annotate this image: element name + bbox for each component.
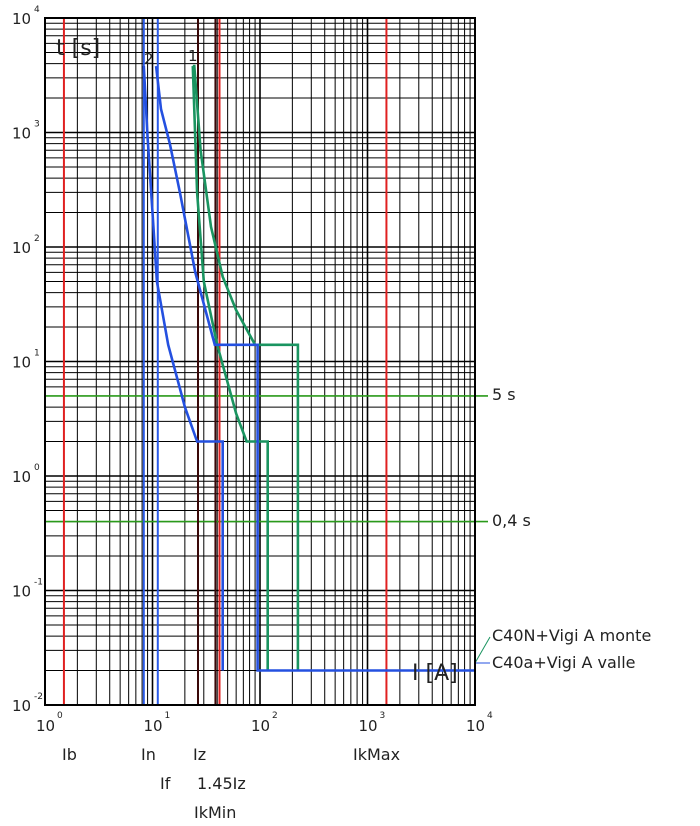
y-tick-label: 10 xyxy=(12,583,31,601)
current-label-ikmax: IkMax xyxy=(353,745,400,764)
current-label-if: If xyxy=(160,774,171,793)
current-label-in: In xyxy=(141,745,156,764)
x-tick-label: 10 xyxy=(466,717,485,735)
hline-label-04s: 0,4 s xyxy=(492,511,531,530)
vertical-reference-lines xyxy=(62,18,388,705)
y-tick-label: 10 xyxy=(12,125,31,143)
current-label-ikmin: IkMin xyxy=(194,803,236,822)
current-label-iz: Iz xyxy=(193,745,206,764)
x-tick-exponent: 4 xyxy=(487,711,493,721)
y-tick-exponent: 4 xyxy=(34,5,40,15)
y-tick-label: 10 xyxy=(12,239,31,257)
x-tick-label: 10 xyxy=(359,717,378,735)
y-tick-label: 10 xyxy=(12,10,31,28)
curve-label-1: 1 xyxy=(188,47,198,65)
series-curve1-inner xyxy=(191,66,270,671)
y-tick-exponent: 1 xyxy=(34,349,40,359)
plot-frame xyxy=(44,17,476,706)
legend-leader-monte xyxy=(474,636,491,664)
y-axis-title: t [s] xyxy=(56,36,100,61)
curves xyxy=(142,64,491,672)
x-axis-title: I [A] xyxy=(412,661,458,686)
current-label-145iz: 1.45Iz xyxy=(197,774,246,793)
plot-border xyxy=(44,17,476,706)
y-tick-exponent: 3 xyxy=(34,120,40,130)
y-tick-exponent: -1 xyxy=(34,578,43,588)
hline-label-5s: 5 s xyxy=(492,385,516,404)
y-tick-label: 10 xyxy=(12,468,31,486)
y-tick-exponent: -2 xyxy=(34,692,43,702)
x-tick-label: 10 xyxy=(36,717,55,735)
curve-label-2: 2 xyxy=(144,50,154,68)
y-tick-exponent: 2 xyxy=(34,234,40,244)
x-tick-exponent: 1 xyxy=(165,711,171,721)
x-tick-exponent: 0 xyxy=(57,711,63,721)
y-tick-exponent: 0 xyxy=(34,463,40,473)
current-label-ib: Ib xyxy=(62,745,77,764)
series-curve2-outer xyxy=(154,65,475,672)
x-tick-exponent: 2 xyxy=(272,711,278,721)
legend-entry-monte: C40N+Vigi A monte xyxy=(492,626,651,645)
y-tick-label: 10 xyxy=(12,697,31,715)
x-tick-label: 10 xyxy=(144,717,163,735)
x-tick-exponent: 3 xyxy=(380,711,386,721)
legend-entry-valle: C40a+Vigi A valle xyxy=(492,653,636,672)
y-tick-label: 10 xyxy=(12,354,31,372)
x-tick-label: 10 xyxy=(251,717,270,735)
series-curve1 xyxy=(192,64,300,671)
grid xyxy=(44,17,476,706)
series-curve2 xyxy=(142,66,224,671)
